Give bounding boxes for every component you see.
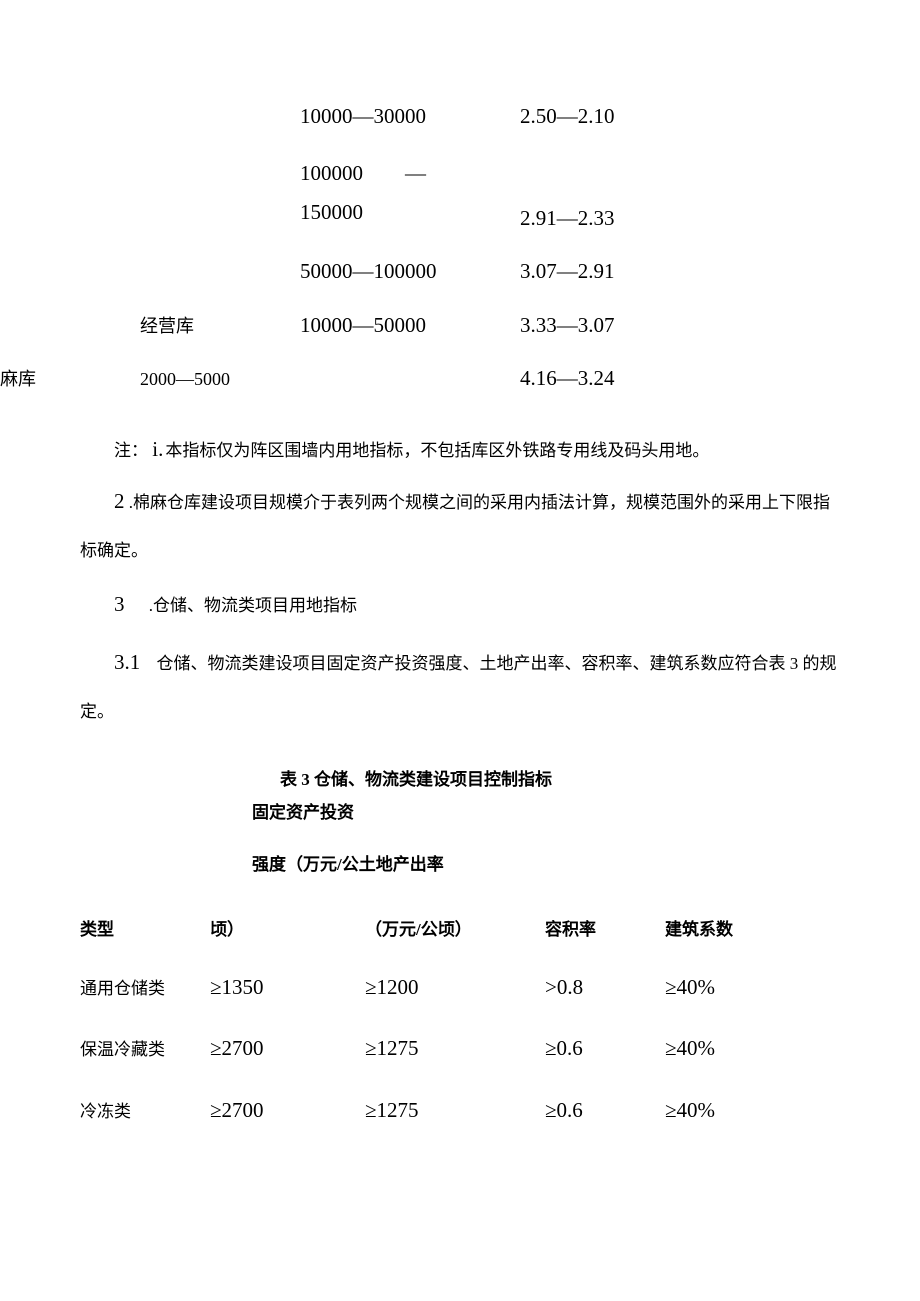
cell-c2: 2000—5000 [140, 365, 300, 394]
cell-coef: ≥40% [665, 971, 775, 1005]
cell-c4: 2.91—2.33 [520, 154, 680, 236]
section-3: 3 .仓储、物流类项目用地指标 [80, 577, 840, 632]
section-3-num: 3 [114, 592, 125, 616]
upper-row: 经营库 10000—50000 3.33—3.07 [80, 309, 840, 343]
cell-coef: ≥40% [665, 1032, 775, 1066]
upper-row: 100000 — 150000 2.91—2.33 [80, 154, 840, 236]
cell-type: 保温冷藏类 [80, 1036, 210, 1063]
th-coef: 建筑系数 [665, 916, 775, 943]
cell-output: ≥1200 [365, 971, 545, 1005]
table3-sub1: 固定资产投资 [252, 799, 840, 826]
table-row: 保温冷藏类 ≥2700 ≥1275 ≥0.6 ≥40% [80, 1018, 840, 1080]
note-2: 2 .棉麻仓库建设项目规模介于表列两个规模之间的采用内插法计算，规模范围外的采用… [80, 474, 840, 573]
cell-c3: 10000—50000 [300, 309, 520, 343]
cell-c3: 10000—30000 [300, 100, 520, 134]
cell-c4: 4.16—3.24 [520, 362, 680, 396]
section-3-1-num: 3.1 [114, 650, 140, 674]
cell-intensity: ≥2700 [210, 1094, 365, 1128]
section-3-1-text: 仓储、物流类建设项目固定资产投资强度、土地产出率、容积率、建筑系数应符合表 3 … [80, 654, 837, 721]
note-1-text: 本指标仅为阵区围墙内用地指标，不包括库区外铁路专用线及码头用地。 [165, 441, 709, 460]
note-1-num: i. [152, 437, 163, 461]
cell-output: ≥1275 [365, 1032, 545, 1066]
table-row: 通用仓储类 ≥1350 ≥1200 >0.8 ≥40% [80, 957, 840, 1019]
cell-c3-multiline: 100000 — 150000 [300, 154, 520, 234]
table-row: 冷冻类 ≥2700 ≥1275 ≥0.6 ≥40% [80, 1080, 840, 1142]
table3-header-row: 类型 顷） （万元/公顷） 容积率 建筑系数 [80, 902, 840, 957]
th-output: （万元/公顷） [365, 916, 545, 943]
note-1: 注： i.本指标仅为阵区围墙内用地指标，不包括库区外铁路专用线及码头用地。 [80, 428, 840, 470]
note-prefix: 注： [114, 441, 148, 460]
table3: 类型 顷） （万元/公顷） 容积率 建筑系数 通用仓储类 ≥1350 ≥1200… [80, 902, 840, 1142]
cell-type: 通用仓储类 [80, 975, 210, 1002]
note-2-text: .棉麻仓库建设项目规模介于表列两个规模之间的采用内插法计算，规模范围外的采用上下… [80, 493, 830, 560]
th-far: 容积率 [545, 916, 665, 943]
cell-coef: ≥40% [665, 1094, 775, 1128]
table3-title: 表 3 仓储、物流类建设项目控制指标 [280, 766, 840, 793]
cell-c2: 经营库 [140, 312, 300, 341]
th-intensity: 顷） [210, 916, 365, 943]
upper-table: 10000—30000 2.50—2.10 100000 — 150000 2.… [80, 100, 840, 396]
th-type: 类型 [80, 916, 210, 943]
cell-far: ≥0.6 [545, 1094, 665, 1128]
cell-c1: 麻库 [0, 365, 140, 394]
note-2-num: 2 [114, 489, 125, 513]
cell-intensity: ≥1350 [210, 971, 365, 1005]
section-3-1: 3.1 仓储、物流类建设项目固定资产投资强度、土地产出率、容积率、建筑系数应符合… [80, 635, 840, 734]
cell-c3-line2: 150000 [300, 193, 520, 233]
cell-c4: 3.07—2.91 [520, 255, 680, 289]
cell-c4: 3.33—3.07 [520, 309, 680, 343]
upper-row: 10000—30000 2.50—2.10 [80, 100, 840, 134]
cell-c4: 2.50—2.10 [520, 100, 680, 134]
cell-intensity: ≥2700 [210, 1032, 365, 1066]
cell-c3: 50000—100000 [300, 255, 520, 289]
table3-sub2: 强度（万元/公土地产出率 [252, 851, 840, 878]
section-3-text: .仓储、物流类项目用地指标 [149, 596, 357, 615]
upper-row: 麻库 2000—5000 4.16—3.24 [0, 362, 840, 396]
cell-type: 冷冻类 [80, 1098, 210, 1125]
cell-far: ≥0.6 [545, 1032, 665, 1066]
cell-far: >0.8 [545, 971, 665, 1005]
cell-c3-line1: 100000 — [300, 154, 520, 194]
cell-output: ≥1275 [365, 1094, 545, 1128]
upper-row: 50000—100000 3.07—2.91 [80, 255, 840, 289]
